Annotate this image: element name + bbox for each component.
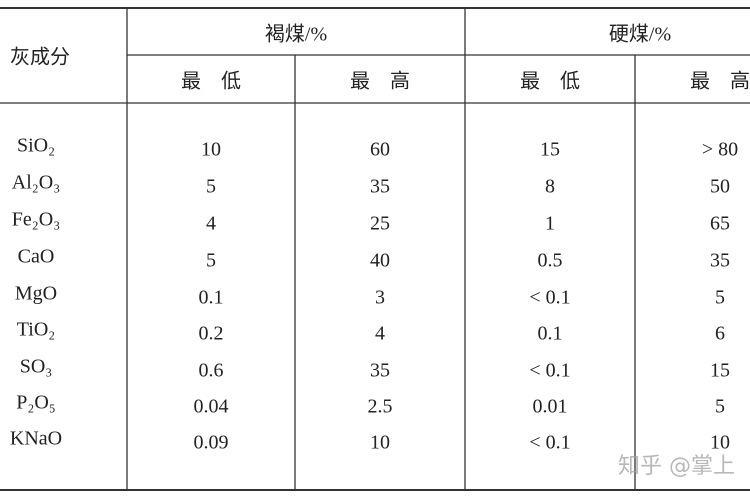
component-name: TiO₂ xyxy=(16,318,56,341)
table-cell: 0.09 xyxy=(193,431,229,454)
sub-header: 最 低 xyxy=(520,70,580,93)
component-name: P₂O₅ xyxy=(16,391,56,414)
table-cell: 50 xyxy=(710,175,730,198)
table-cell: > 80 xyxy=(701,138,739,161)
table-cell: 15 xyxy=(710,359,730,382)
sub-header: 最 低 xyxy=(181,70,241,93)
table-cell: 1 xyxy=(545,212,555,235)
table-cell: 4 xyxy=(206,212,216,235)
component-name: Fe₂O₃ xyxy=(11,208,61,231)
table-cell: 60 xyxy=(370,138,390,161)
table-cell: 65 xyxy=(710,212,730,235)
table-cell: 10 xyxy=(370,431,390,454)
component-name: SO₃ xyxy=(19,355,53,378)
table-cell: 4 xyxy=(375,322,385,345)
watermark: 知乎 @掌上 xyxy=(618,454,735,479)
component-name: MgO xyxy=(14,282,58,305)
table-cell: 0.2 xyxy=(198,322,224,345)
component-name: KNaO xyxy=(9,427,63,450)
table-cell: 0.01 xyxy=(532,395,568,418)
table-cell: 25 xyxy=(370,212,390,235)
table-cell: 0.1 xyxy=(198,286,224,309)
sub-header: 最 高 xyxy=(350,70,410,93)
table-cell: 5 xyxy=(715,286,725,309)
table-cell: 35 xyxy=(710,249,730,272)
table-cell: 5 xyxy=(206,249,216,272)
table-cell: 0.5 xyxy=(537,249,563,272)
table-cell: < 0.1 xyxy=(529,359,571,382)
table-cell: 0.1 xyxy=(537,322,563,345)
component-name: CaO xyxy=(17,245,55,268)
table-cell: 0.04 xyxy=(193,395,229,418)
row-header: 灰成分 xyxy=(10,46,70,69)
table-cell: 40 xyxy=(370,249,390,272)
table-cell: < 0.1 xyxy=(529,431,571,454)
table-cell: 15 xyxy=(540,138,560,161)
component-name: SiO₂ xyxy=(16,134,56,157)
sub-header: 最 高 xyxy=(690,70,750,93)
table-cell: 10 xyxy=(710,431,730,454)
table-cell: 0.6 xyxy=(198,359,224,382)
table-cell: < 0.1 xyxy=(529,286,571,309)
table-cell: 10 xyxy=(201,138,221,161)
table-cell: 35 xyxy=(370,359,390,382)
table-cell: 5 xyxy=(715,395,725,418)
table-cell: 3 xyxy=(375,286,385,309)
table-cell: 8 xyxy=(545,175,555,198)
table-cell: 35 xyxy=(370,175,390,198)
group-header: 褐煤/% xyxy=(264,23,328,46)
group-header: 硬煤/% xyxy=(608,23,672,46)
table-cell: 6 xyxy=(715,322,725,345)
table-cell: 5 xyxy=(206,175,216,198)
component-name: Al₂O₃ xyxy=(11,171,61,194)
table-cell: 2.5 xyxy=(367,395,393,418)
